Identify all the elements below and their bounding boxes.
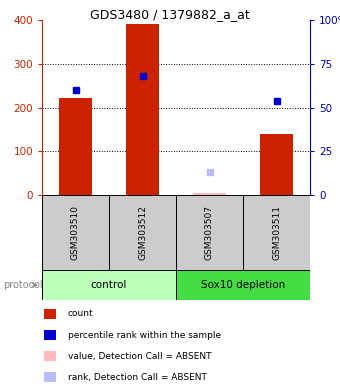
Bar [42, 270, 176, 300]
Bar [176, 270, 310, 300]
Text: GSM303507: GSM303507 [205, 205, 214, 260]
Bar [193, 193, 226, 195]
Text: protocol: protocol [3, 280, 43, 290]
Text: Sox10 depletion: Sox10 depletion [201, 280, 285, 290]
Text: percentile rank within the sample: percentile rank within the sample [68, 331, 221, 339]
Text: GSM303511: GSM303511 [272, 205, 281, 260]
Bar [260, 134, 293, 195]
Text: GSM303510: GSM303510 [71, 205, 80, 260]
Bar [109, 195, 176, 270]
Bar [42, 195, 109, 270]
Text: rank, Detection Call = ABSENT: rank, Detection Call = ABSENT [68, 373, 207, 382]
Text: value, Detection Call = ABSENT: value, Detection Call = ABSENT [68, 352, 211, 361]
Text: GSM303512: GSM303512 [138, 205, 147, 260]
Bar [176, 195, 243, 270]
Text: GDS3480 / 1379882_a_at: GDS3480 / 1379882_a_at [90, 8, 250, 21]
Text: control: control [91, 280, 127, 290]
Bar [243, 195, 310, 270]
Text: count: count [68, 310, 94, 318]
Bar [59, 98, 92, 195]
Bar [126, 24, 159, 195]
